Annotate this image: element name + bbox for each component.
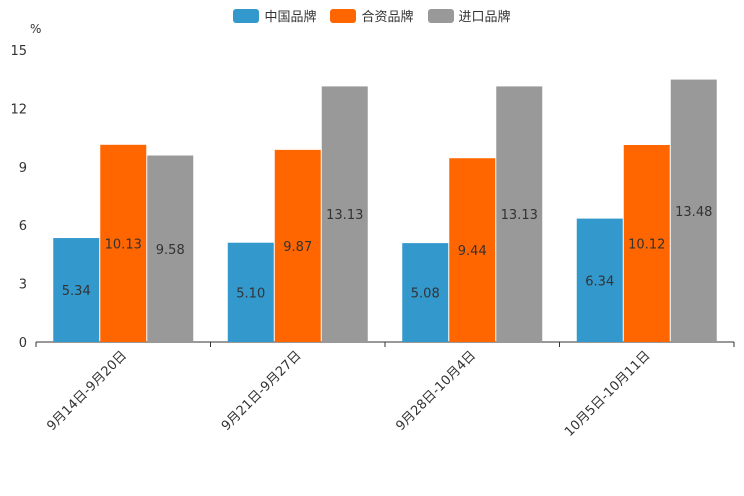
data-label: 13.48 — [675, 205, 712, 220]
legend-swatch — [233, 8, 260, 23]
data-label: 13.13 — [501, 208, 538, 223]
legend-item-jv-brand[interactable]: 合资品牌 — [330, 6, 414, 25]
data-label: 5.08 — [411, 287, 440, 302]
data-label: 10.13 — [105, 237, 142, 252]
data-label: 13.13 — [326, 208, 363, 223]
y-tick-label: 6 — [19, 219, 27, 234]
data-label: 10.12 — [628, 237, 665, 252]
bar[interactable] — [623, 144, 670, 342]
x-tick-label: 9月28日-10月4日 — [393, 348, 479, 434]
x-tick-label: 10月5日-10月11日 — [562, 348, 654, 440]
bar[interactable] — [321, 86, 368, 342]
y-axis-unit-label: % — [30, 22, 41, 36]
data-label: 6.34 — [585, 274, 614, 289]
bar[interactable] — [227, 242, 274, 342]
bar[interactable] — [670, 79, 717, 343]
legend-swatch — [330, 8, 357, 23]
data-label: 5.10 — [236, 286, 265, 301]
legend-swatch — [427, 8, 454, 23]
y-tick-label: 3 — [19, 278, 27, 293]
data-label: 9.44 — [458, 244, 487, 259]
bar[interactable] — [402, 243, 449, 342]
data-label: 5.34 — [62, 284, 91, 299]
legend-label: 进口品牌 — [458, 10, 511, 25]
y-tick-label: 0 — [19, 336, 27, 351]
x-tick-label: 9月14日-9月20日 — [44, 348, 130, 434]
y-tick-label: 9 — [19, 161, 27, 176]
legend-item-china-brand[interactable]: 中国品牌 — [233, 6, 316, 25]
data-label: 9.87 — [283, 240, 312, 255]
legend-label: 合资品牌 — [361, 10, 414, 25]
legend-item-import-brand[interactable]: 进口品牌 — [427, 6, 511, 25]
bar[interactable] — [100, 144, 147, 342]
chart-legend: 中国品牌 合资品牌 进口品牌 — [0, 6, 744, 25]
bar[interactable] — [496, 86, 543, 342]
bar[interactable] — [274, 149, 321, 342]
bar[interactable] — [576, 218, 623, 342]
x-tick-label: 9月21日-9月27日 — [219, 348, 305, 434]
y-tick-label: 12 — [10, 102, 27, 117]
bar[interactable] — [147, 155, 194, 342]
bar[interactable] — [449, 158, 496, 342]
y-tick-label: 15 — [10, 44, 27, 59]
legend-label: 中国品牌 — [264, 10, 317, 25]
data-label: 9.58 — [156, 243, 185, 258]
bar[interactable] — [53, 238, 100, 342]
